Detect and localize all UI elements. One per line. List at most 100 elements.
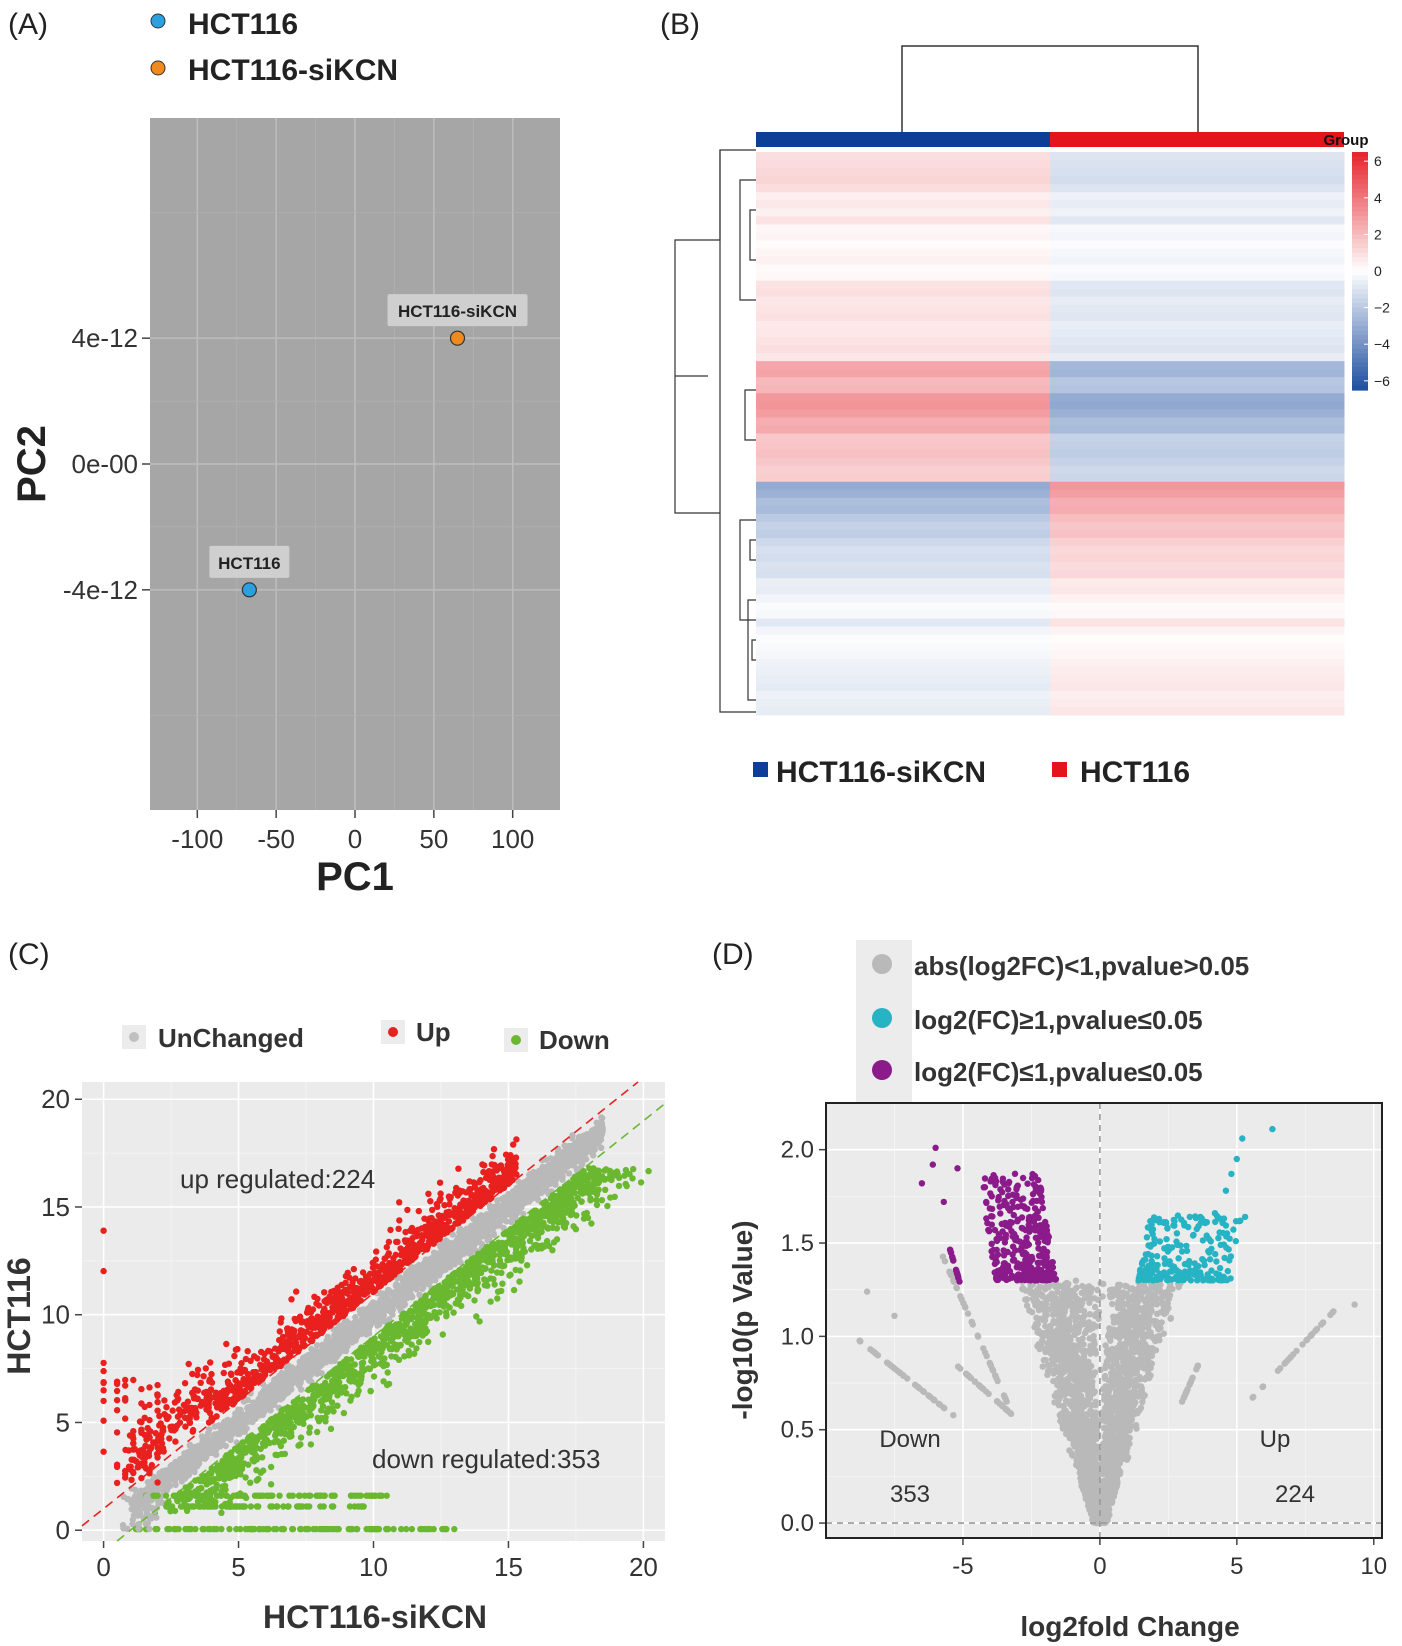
- heatmap-cell: [1050, 554, 1345, 563]
- scatter-point: [231, 1352, 238, 1360]
- scatter-point: [384, 1369, 391, 1376]
- scatter-point: [504, 1257, 511, 1264]
- colorbar-segment: [1352, 174, 1368, 181]
- scatter-point: [172, 1438, 179, 1445]
- heatmap-cell: [756, 674, 1051, 684]
- heatmap-cell: [1050, 650, 1345, 660]
- pca-point-label-box: [209, 545, 290, 578]
- scatter-point: [364, 1307, 372, 1315]
- scatter-point: [458, 1290, 465, 1298]
- scatter-point: [306, 1429, 313, 1436]
- scatter-point: [203, 1481, 210, 1488]
- heatmap-cell: [1050, 345, 1345, 354]
- scatter-point: [243, 1425, 250, 1432]
- scatter-point: [489, 1178, 496, 1186]
- heatmap-cell: [756, 409, 1051, 418]
- colorbar-segment: [1352, 353, 1368, 359]
- colorbar-tick-label: 0: [1374, 263, 1382, 279]
- scatter-point: [353, 1325, 361, 1333]
- scatter-point: [512, 1154, 520, 1161]
- scatter-point: [267, 1399, 274, 1407]
- scatter-point: [324, 1347, 332, 1354]
- scatter-point: [260, 1392, 268, 1399]
- scatter-point: [319, 1356, 326, 1363]
- scatter-point: [222, 1442, 229, 1450]
- scatter-point: [490, 1230, 497, 1238]
- scatter-point: [427, 1198, 434, 1205]
- scatter-point: [272, 1451, 279, 1459]
- colorbar-segment: [1352, 339, 1368, 345]
- scatter-point: [220, 1369, 227, 1377]
- scatter-point: [352, 1313, 359, 1321]
- heatmap-cell: [1050, 570, 1345, 579]
- scatter-point: [604, 1202, 611, 1210]
- scatter-point: [425, 1280, 432, 1288]
- scatter-point: [194, 1371, 201, 1379]
- scatter-point: [399, 1277, 407, 1284]
- scatter-point: [221, 1361, 229, 1369]
- scatter-point: [391, 1259, 398, 1267]
- heatmap-cell: [756, 304, 1051, 314]
- scatter-point: [350, 1265, 357, 1273]
- scatter-point: [169, 1423, 176, 1430]
- colorbar-tick-label: 4: [1374, 190, 1382, 206]
- colorbar-segment: [1352, 206, 1368, 213]
- heatmap-cell: [1050, 280, 1345, 290]
- scatter-point: [197, 1455, 204, 1463]
- scatter-point: [553, 1163, 560, 1170]
- scatter-point: [235, 1406, 242, 1413]
- scatter-point: [571, 1142, 579, 1149]
- scatter-point: [450, 1239, 457, 1247]
- heatmap-cell: [756, 160, 1051, 169]
- scatter-point: [455, 1165, 462, 1172]
- scatter-point: [473, 1190, 481, 1198]
- scatter-point: [486, 1258, 493, 1266]
- scatter-point: [250, 1369, 257, 1376]
- heatmap-cell: [756, 232, 1051, 241]
- heatmap-cell: [1050, 192, 1345, 201]
- colorbar-segment: [1352, 289, 1368, 295]
- scatter-point: [395, 1356, 403, 1364]
- colorbar-segment: [1352, 248, 1368, 254]
- heatmap-cell: [756, 441, 1051, 451]
- scatter-point: [185, 1360, 192, 1368]
- heatmap-cell: [1050, 473, 1345, 483]
- heatmap-cell: [756, 336, 1051, 346]
- scatter-point: [396, 1217, 403, 1224]
- colorbar-segment: [1352, 184, 1368, 190]
- colorbar-segment: [1352, 344, 1368, 350]
- scatter-point: [487, 1298, 494, 1305]
- row-dendrogram: [674, 149, 756, 713]
- scatter-point: [380, 1307, 387, 1315]
- panel-c-legend: UnChanged Up Down: [122, 1017, 610, 1055]
- scatter-point: [315, 1302, 323, 1309]
- scatter-point: [486, 1168, 493, 1175]
- scatter-point: [340, 1409, 348, 1417]
- scatter-point: [588, 1220, 595, 1227]
- scatter-point: [138, 1453, 146, 1461]
- scatter-point: [421, 1215, 428, 1222]
- legend-b-hct116-swatch: [1052, 762, 1067, 777]
- scatter-point: [217, 1443, 224, 1450]
- heatmap-cell: [1050, 401, 1345, 410]
- scatter-point: [637, 1179, 645, 1186]
- heatmap-cell: [756, 570, 1051, 579]
- scatter-point: [378, 1277, 385, 1284]
- scatter-point: [298, 1319, 305, 1326]
- colorbar-segment: [1352, 261, 1368, 268]
- scatter-point: [483, 1211, 490, 1218]
- heatmap-cell: [1050, 642, 1345, 652]
- scatter-point: [569, 1162, 576, 1169]
- heatmap-cell: [1050, 240, 1345, 250]
- scatter-point: [165, 1483, 172, 1490]
- scatter-point: [198, 1433, 206, 1440]
- scatter-point: [473, 1313, 480, 1320]
- scatter-point: [490, 1146, 498, 1153]
- heatmap-cell: [756, 417, 1051, 426]
- scatter-point: [397, 1286, 405, 1294]
- scatter-point: [611, 1193, 618, 1201]
- scatter-point: [245, 1461, 252, 1468]
- heatmap-cell: [756, 224, 1051, 233]
- panel-c-label: (C): [8, 938, 50, 971]
- scatter-point: [539, 1172, 546, 1179]
